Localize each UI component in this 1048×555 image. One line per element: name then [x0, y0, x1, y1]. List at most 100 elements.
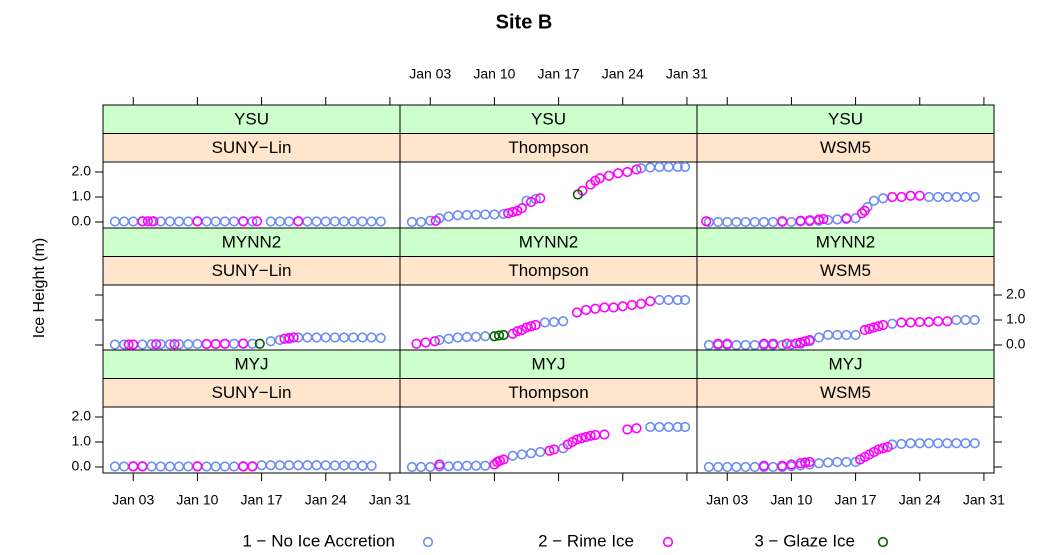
strip — [696, 133, 995, 163]
strip-label: MYNN2 — [519, 233, 579, 252]
point — [749, 461, 760, 473]
point — [366, 216, 377, 227]
point — [251, 216, 263, 227]
point — [420, 337, 431, 348]
point — [896, 438, 907, 450]
point — [109, 216, 121, 227]
panel-points — [406, 421, 691, 473]
point — [525, 448, 537, 459]
strip-label: MYNN2 — [816, 233, 876, 252]
point — [192, 216, 203, 227]
point — [348, 460, 359, 471]
point — [238, 216, 249, 227]
point — [461, 331, 473, 343]
point — [905, 190, 916, 201]
panel-points — [109, 460, 377, 472]
point — [256, 460, 267, 471]
point — [283, 216, 295, 227]
point — [663, 294, 674, 306]
point — [238, 338, 249, 349]
point — [672, 161, 683, 173]
legend-label: 2 − Rime Ice — [538, 531, 634, 550]
point — [470, 460, 482, 471]
point — [544, 445, 555, 456]
point — [164, 461, 176, 472]
point — [265, 460, 276, 471]
point — [525, 321, 537, 332]
point — [274, 216, 286, 227]
point — [832, 329, 843, 341]
point — [813, 332, 825, 343]
point — [767, 338, 779, 349]
point — [703, 339, 715, 351]
x-tick-label: Jan 10 — [176, 492, 218, 508]
point — [425, 461, 436, 473]
y-tick-label: 2.0 — [72, 163, 92, 179]
point — [631, 164, 642, 175]
strip-label: MYJ — [235, 355, 269, 374]
x-tick-label: Jan 10 — [770, 492, 812, 508]
strip-label: MYJ — [829, 355, 863, 374]
point — [443, 461, 454, 472]
legend-label: 1 − No Ice Accretion — [242, 531, 395, 550]
point — [507, 206, 518, 218]
point — [703, 461, 715, 473]
point — [951, 438, 962, 449]
point — [932, 191, 944, 203]
point — [443, 211, 454, 222]
point — [265, 336, 276, 347]
x-tick-label: Jan 24 — [305, 492, 347, 508]
legend-label: 3 − Glaze Ice — [754, 531, 855, 550]
point — [887, 318, 898, 329]
point — [740, 339, 751, 351]
point — [599, 302, 610, 313]
point — [429, 336, 440, 347]
strip — [102, 104, 401, 134]
y-tick-label: 2.0 — [72, 408, 92, 424]
point — [503, 208, 514, 219]
point — [274, 460, 286, 471]
point — [430, 215, 441, 226]
point — [128, 339, 139, 350]
point — [201, 461, 212, 472]
point — [530, 319, 541, 331]
point — [320, 216, 331, 227]
point — [109, 461, 121, 472]
point — [192, 461, 203, 472]
point — [654, 294, 665, 306]
point — [452, 210, 463, 221]
point — [822, 329, 834, 341]
point — [859, 324, 870, 336]
point — [128, 461, 139, 472]
point — [521, 195, 532, 206]
strip — [696, 349, 995, 379]
point — [415, 216, 427, 228]
point — [613, 168, 624, 179]
point — [731, 339, 742, 351]
strip-label: MYNN2 — [222, 233, 282, 252]
point — [818, 213, 829, 225]
point — [722, 338, 733, 349]
strip — [102, 227, 401, 257]
y-tick-label: 0.0 — [72, 213, 92, 229]
x-tick-label: Jan 03 — [112, 492, 154, 508]
point — [254, 338, 265, 349]
point — [800, 457, 811, 468]
point — [155, 461, 166, 472]
point — [841, 329, 852, 341]
strip — [399, 227, 698, 257]
point — [228, 461, 240, 472]
point — [302, 216, 313, 227]
point — [571, 307, 583, 318]
point — [868, 195, 880, 206]
point — [219, 461, 231, 472]
point — [357, 216, 368, 227]
point — [914, 190, 925, 201]
point — [679, 161, 691, 173]
panel-points — [109, 332, 386, 350]
point — [712, 461, 724, 473]
point — [539, 317, 550, 328]
point — [932, 316, 944, 327]
strip — [696, 378, 995, 408]
